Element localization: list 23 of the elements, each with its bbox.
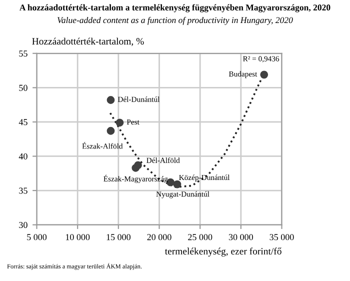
x-axis-title: termelékenység, ezer forint/fő <box>164 248 282 257</box>
y-tick-label: 30 <box>19 222 28 228</box>
point <box>116 118 124 127</box>
x-tick-label: 20 000 <box>147 234 172 240</box>
point <box>134 161 142 170</box>
y-tick-label: 40 <box>18 153 28 160</box>
x-tick-label: 15 000 <box>106 234 130 240</box>
x-tick-label: 10 000 <box>66 234 90 240</box>
x-tick-label: 25 000 <box>188 234 212 240</box>
y-tick-label: 50 <box>19 84 28 91</box>
y-tick-label: 45 <box>18 119 28 126</box>
x-tick-label: 35 000 <box>270 234 294 240</box>
y-axis-title: Hozzáadottérték-tartalom, % <box>32 38 144 46</box>
y-tick-label: 55 <box>19 50 28 57</box>
point <box>173 180 182 188</box>
point <box>106 126 115 135</box>
point <box>260 70 268 79</box>
x-tick-label: 30 000 <box>228 234 253 240</box>
x-tick-label: 5 000 <box>27 234 47 240</box>
point <box>106 96 115 104</box>
chart-subtitle: Value-added content as a function of productivity in Hungary, 2020 <box>58 16 293 25</box>
y-tick-label: 35 <box>19 188 28 194</box>
chart-title: A hozzáadottérték-tartalom a termelékenység függvényében Magyarországon, 2020 <box>20 4 330 12</box>
